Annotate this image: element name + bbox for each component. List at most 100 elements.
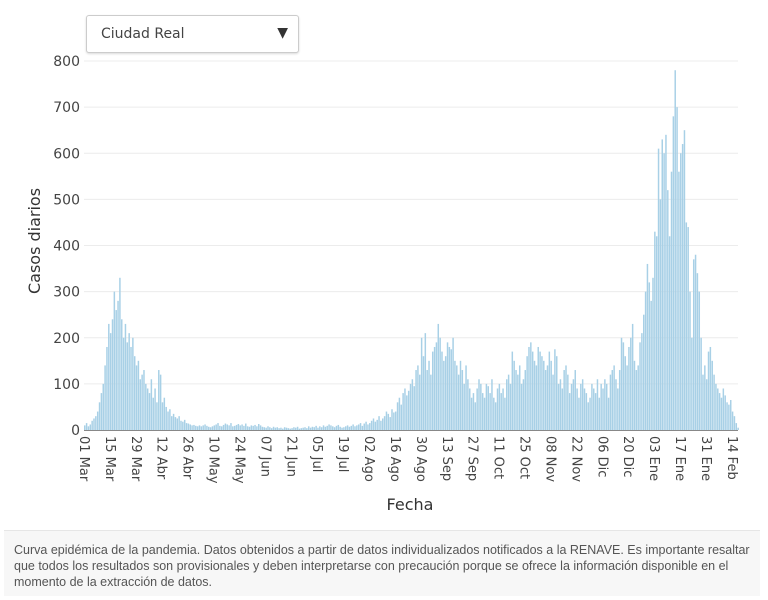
bar[interactable] bbox=[728, 404, 730, 430]
bar[interactable] bbox=[98, 402, 101, 430]
bar[interactable] bbox=[400, 404, 403, 430]
bar[interactable] bbox=[700, 337, 702, 430]
bar[interactable] bbox=[487, 386, 489, 430]
bar[interactable] bbox=[543, 360, 545, 430]
bar[interactable] bbox=[485, 383, 488, 430]
bar[interactable] bbox=[158, 370, 160, 430]
bar[interactable] bbox=[472, 393, 475, 430]
bar[interactable] bbox=[502, 388, 504, 430]
bar[interactable] bbox=[96, 411, 99, 430]
bar[interactable] bbox=[224, 423, 227, 430]
bar[interactable] bbox=[692, 259, 695, 430]
bar[interactable] bbox=[737, 427, 739, 430]
bar[interactable] bbox=[704, 365, 706, 430]
bar[interactable] bbox=[713, 374, 715, 430]
bar[interactable] bbox=[617, 388, 619, 430]
bar[interactable] bbox=[394, 411, 397, 430]
bar[interactable] bbox=[257, 424, 260, 430]
bar[interactable] bbox=[104, 365, 106, 430]
bar[interactable] bbox=[213, 425, 216, 430]
bar[interactable] bbox=[326, 425, 328, 430]
bar[interactable] bbox=[313, 427, 316, 430]
bar[interactable] bbox=[437, 323, 440, 430]
bar[interactable] bbox=[407, 390, 410, 430]
bar[interactable] bbox=[613, 365, 615, 430]
bar[interactable] bbox=[220, 426, 223, 430]
bar[interactable] bbox=[567, 374, 569, 430]
bar[interactable] bbox=[563, 370, 565, 430]
bar[interactable] bbox=[576, 388, 578, 430]
bar[interactable] bbox=[315, 425, 317, 430]
bar[interactable] bbox=[150, 379, 153, 430]
bar[interactable] bbox=[295, 427, 297, 430]
bar[interactable] bbox=[93, 418, 95, 430]
bar[interactable] bbox=[369, 423, 371, 430]
bar[interactable] bbox=[720, 397, 723, 430]
bar[interactable] bbox=[474, 402, 477, 430]
bar[interactable] bbox=[661, 139, 663, 430]
bar[interactable] bbox=[391, 409, 393, 430]
bar[interactable] bbox=[644, 291, 647, 430]
bar[interactable] bbox=[202, 425, 204, 430]
bar[interactable] bbox=[126, 342, 129, 430]
bar[interactable] bbox=[137, 360, 140, 430]
bar[interactable] bbox=[428, 360, 430, 430]
bar[interactable] bbox=[185, 423, 188, 430]
bar[interactable] bbox=[711, 360, 713, 430]
bar[interactable] bbox=[546, 365, 549, 430]
bar[interactable] bbox=[715, 383, 717, 430]
bar[interactable] bbox=[694, 254, 697, 430]
bar[interactable] bbox=[467, 379, 469, 430]
bar[interactable] bbox=[483, 397, 486, 430]
bar[interactable] bbox=[357, 424, 360, 430]
bar[interactable] bbox=[476, 388, 478, 430]
bar[interactable] bbox=[211, 426, 214, 430]
bar[interactable] bbox=[341, 427, 343, 430]
bar[interactable] bbox=[733, 416, 736, 430]
bar[interactable] bbox=[113, 291, 116, 430]
bar[interactable] bbox=[337, 424, 340, 430]
bar[interactable] bbox=[121, 319, 123, 430]
bar[interactable] bbox=[333, 427, 336, 430]
bar[interactable] bbox=[676, 107, 678, 430]
bar[interactable] bbox=[509, 383, 512, 430]
bar[interactable] bbox=[522, 379, 525, 430]
bar[interactable] bbox=[665, 134, 667, 431]
bar[interactable] bbox=[481, 393, 484, 430]
bar[interactable] bbox=[402, 393, 404, 430]
bar[interactable] bbox=[135, 365, 138, 430]
bar[interactable] bbox=[219, 425, 221, 430]
bar[interactable] bbox=[431, 351, 434, 430]
bar[interactable] bbox=[526, 356, 528, 430]
bar[interactable] bbox=[729, 400, 732, 430]
bar[interactable] bbox=[146, 388, 149, 430]
bar[interactable] bbox=[122, 337, 125, 430]
bar[interactable] bbox=[230, 423, 232, 430]
bar[interactable] bbox=[506, 379, 508, 430]
bar[interactable] bbox=[285, 427, 288, 430]
bar[interactable] bbox=[618, 370, 621, 430]
bar[interactable] bbox=[267, 426, 269, 430]
bar[interactable] bbox=[100, 393, 103, 430]
bar[interactable] bbox=[102, 383, 104, 430]
bar[interactable] bbox=[696, 273, 699, 430]
bar[interactable] bbox=[322, 425, 325, 430]
bar[interactable] bbox=[172, 413, 175, 430]
bar[interactable] bbox=[672, 116, 675, 430]
bar[interactable] bbox=[170, 416, 173, 430]
bar[interactable] bbox=[689, 291, 691, 430]
bar[interactable] bbox=[533, 360, 536, 430]
bar[interactable] bbox=[539, 351, 541, 430]
bar[interactable] bbox=[365, 421, 367, 430]
bar[interactable] bbox=[448, 346, 451, 430]
bar[interactable] bbox=[657, 148, 660, 430]
bar[interactable] bbox=[269, 427, 271, 430]
bar[interactable] bbox=[317, 427, 319, 430]
bar[interactable] bbox=[457, 374, 460, 430]
bar[interactable] bbox=[600, 383, 602, 430]
bar[interactable] bbox=[520, 383, 523, 430]
bar[interactable] bbox=[659, 199, 662, 430]
bar[interactable] bbox=[570, 383, 573, 430]
bar[interactable] bbox=[169, 409, 171, 430]
bar[interactable] bbox=[111, 319, 114, 430]
